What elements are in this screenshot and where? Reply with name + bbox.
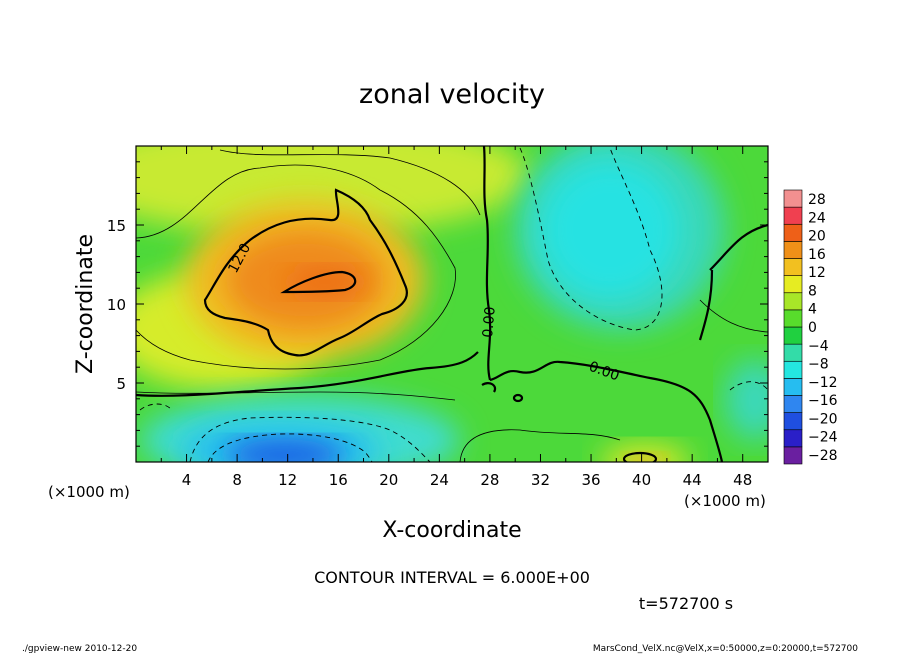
x-tick-label: 16 xyxy=(329,471,348,489)
colorbar-tick-label: 8 xyxy=(808,283,817,299)
chart-title: zonal velocity xyxy=(359,79,545,110)
contour-interval-text: CONTOUR INTERVAL = 6.000E+00 xyxy=(314,568,590,587)
contour-12 xyxy=(203,188,408,357)
x-tick-label: 44 xyxy=(683,471,702,489)
contour-small-loop xyxy=(512,393,524,403)
upper-warm-region xyxy=(136,146,530,235)
colorbar-ticks: 28 24 20 16 12 8 4 0 −4 −8 −12 −16 −20 −24 −28 xyxy=(808,192,838,464)
colorbar-tick-label: 12 xyxy=(808,265,826,281)
x-tick-label: 12 xyxy=(278,471,297,489)
colorbar-swatch xyxy=(783,189,803,208)
colorbar xyxy=(783,189,803,465)
colorbar-swatch xyxy=(783,309,803,328)
contour-right xyxy=(699,299,768,333)
zero-contour-lower xyxy=(136,351,479,397)
y-tick-label: 5 xyxy=(116,375,126,393)
colorbar-tick-label: −8 xyxy=(808,357,829,373)
negative-contour-upper-right xyxy=(519,147,663,331)
dashed-contours xyxy=(139,147,768,462)
negative-contour-small xyxy=(139,403,173,411)
x-tick-label: 40 xyxy=(632,471,651,489)
colorbar-swatch xyxy=(783,429,803,448)
colorbar-tick-label: 0 xyxy=(808,320,817,336)
colorbar-swatch xyxy=(783,360,803,379)
colorbar-tick-label: 16 xyxy=(808,247,826,263)
upper-right-core xyxy=(540,160,680,300)
contour-12-bottom xyxy=(622,451,658,462)
colorbar-tick-label: −24 xyxy=(808,430,838,446)
negative-contour-lower xyxy=(189,416,431,462)
zero-contour-top-right-2 xyxy=(698,269,714,341)
colorbar-tick-label: 24 xyxy=(808,210,826,226)
y-axis: 5 10 15 xyxy=(107,161,768,447)
x-tick-label: 20 xyxy=(379,471,398,489)
footer-left: ./gpview-new 2010-12-20 xyxy=(22,644,137,654)
contour-6b xyxy=(219,149,481,216)
heatmap-field: 12.0 0.00 0.00 xyxy=(136,146,768,462)
contour-6 xyxy=(136,164,456,370)
contour-18 xyxy=(280,270,357,294)
colorbar-tick-label: 28 xyxy=(808,192,826,208)
x-axis-title: X-coordinate xyxy=(382,518,521,543)
colorbar-swatch xyxy=(783,241,803,259)
colorbar-tick-label: −12 xyxy=(808,375,838,391)
colorbar-tick-label: −4 xyxy=(808,338,829,354)
zero-contour-top-right xyxy=(709,223,768,271)
contour-lower xyxy=(136,391,456,401)
contour-small-loop-2 xyxy=(481,382,497,393)
colorbar-swatch xyxy=(783,395,803,413)
colorbar-tick-label: −20 xyxy=(808,411,838,427)
x-tick-label: 48 xyxy=(733,471,752,489)
colorbar-swatch xyxy=(783,206,803,225)
colorbar-swatch xyxy=(783,275,803,294)
y-axis-title: Z-coordinate xyxy=(73,234,98,374)
colorbar-swatch xyxy=(783,223,803,242)
footer-right: MarsCond_VelX.nc@VelX,x=0:50000,z=0:2000… xyxy=(593,644,858,654)
time-text: t=572700 s xyxy=(639,594,733,613)
y-tick-label: 15 xyxy=(107,217,126,235)
colorbar-swatch xyxy=(783,326,803,345)
x-unit-label-right: (×1000 m) xyxy=(684,492,766,510)
colorbar-tick-label: 20 xyxy=(808,229,826,245)
colorbar-swatch xyxy=(783,378,803,396)
right-cool-patch xyxy=(725,360,768,440)
negative-contour-right xyxy=(729,381,768,391)
colorbar-swatch xyxy=(783,412,803,431)
x-tick-label: 36 xyxy=(581,471,600,489)
colorbar-tick-label: −28 xyxy=(808,448,838,464)
x-unit-label-left: (×1000 m) xyxy=(48,483,130,501)
x-tick-label: 28 xyxy=(480,471,499,489)
colorbar-swatch xyxy=(783,446,803,465)
thin-contours xyxy=(136,149,768,462)
colorbar-swatch xyxy=(783,343,803,362)
x-tick-label: 4 xyxy=(182,471,192,489)
colorbar-tick-label: −16 xyxy=(808,393,838,409)
colorbar-swatch xyxy=(783,258,803,276)
colorbar-tick-label: 4 xyxy=(808,302,817,318)
x-tick-label: 24 xyxy=(430,471,449,489)
x-axis: 4 8 12 16 20 24 28 32 36 40 44 48 xyxy=(160,146,752,489)
contour-label-zero-vertical: 0.00 xyxy=(480,306,499,338)
negative-contour-lower-inner xyxy=(207,433,373,462)
x-tick-label: 32 xyxy=(531,471,550,489)
colorbar-swatch xyxy=(783,292,803,311)
zero-contour-vertical xyxy=(482,146,492,381)
zero-contour-right xyxy=(489,360,724,462)
y-tick-label: 10 xyxy=(107,296,126,314)
thick-contours xyxy=(136,146,768,462)
lower-negative-core xyxy=(225,439,345,462)
x-tick-label: 8 xyxy=(232,471,242,489)
contour-bottom xyxy=(459,429,621,462)
